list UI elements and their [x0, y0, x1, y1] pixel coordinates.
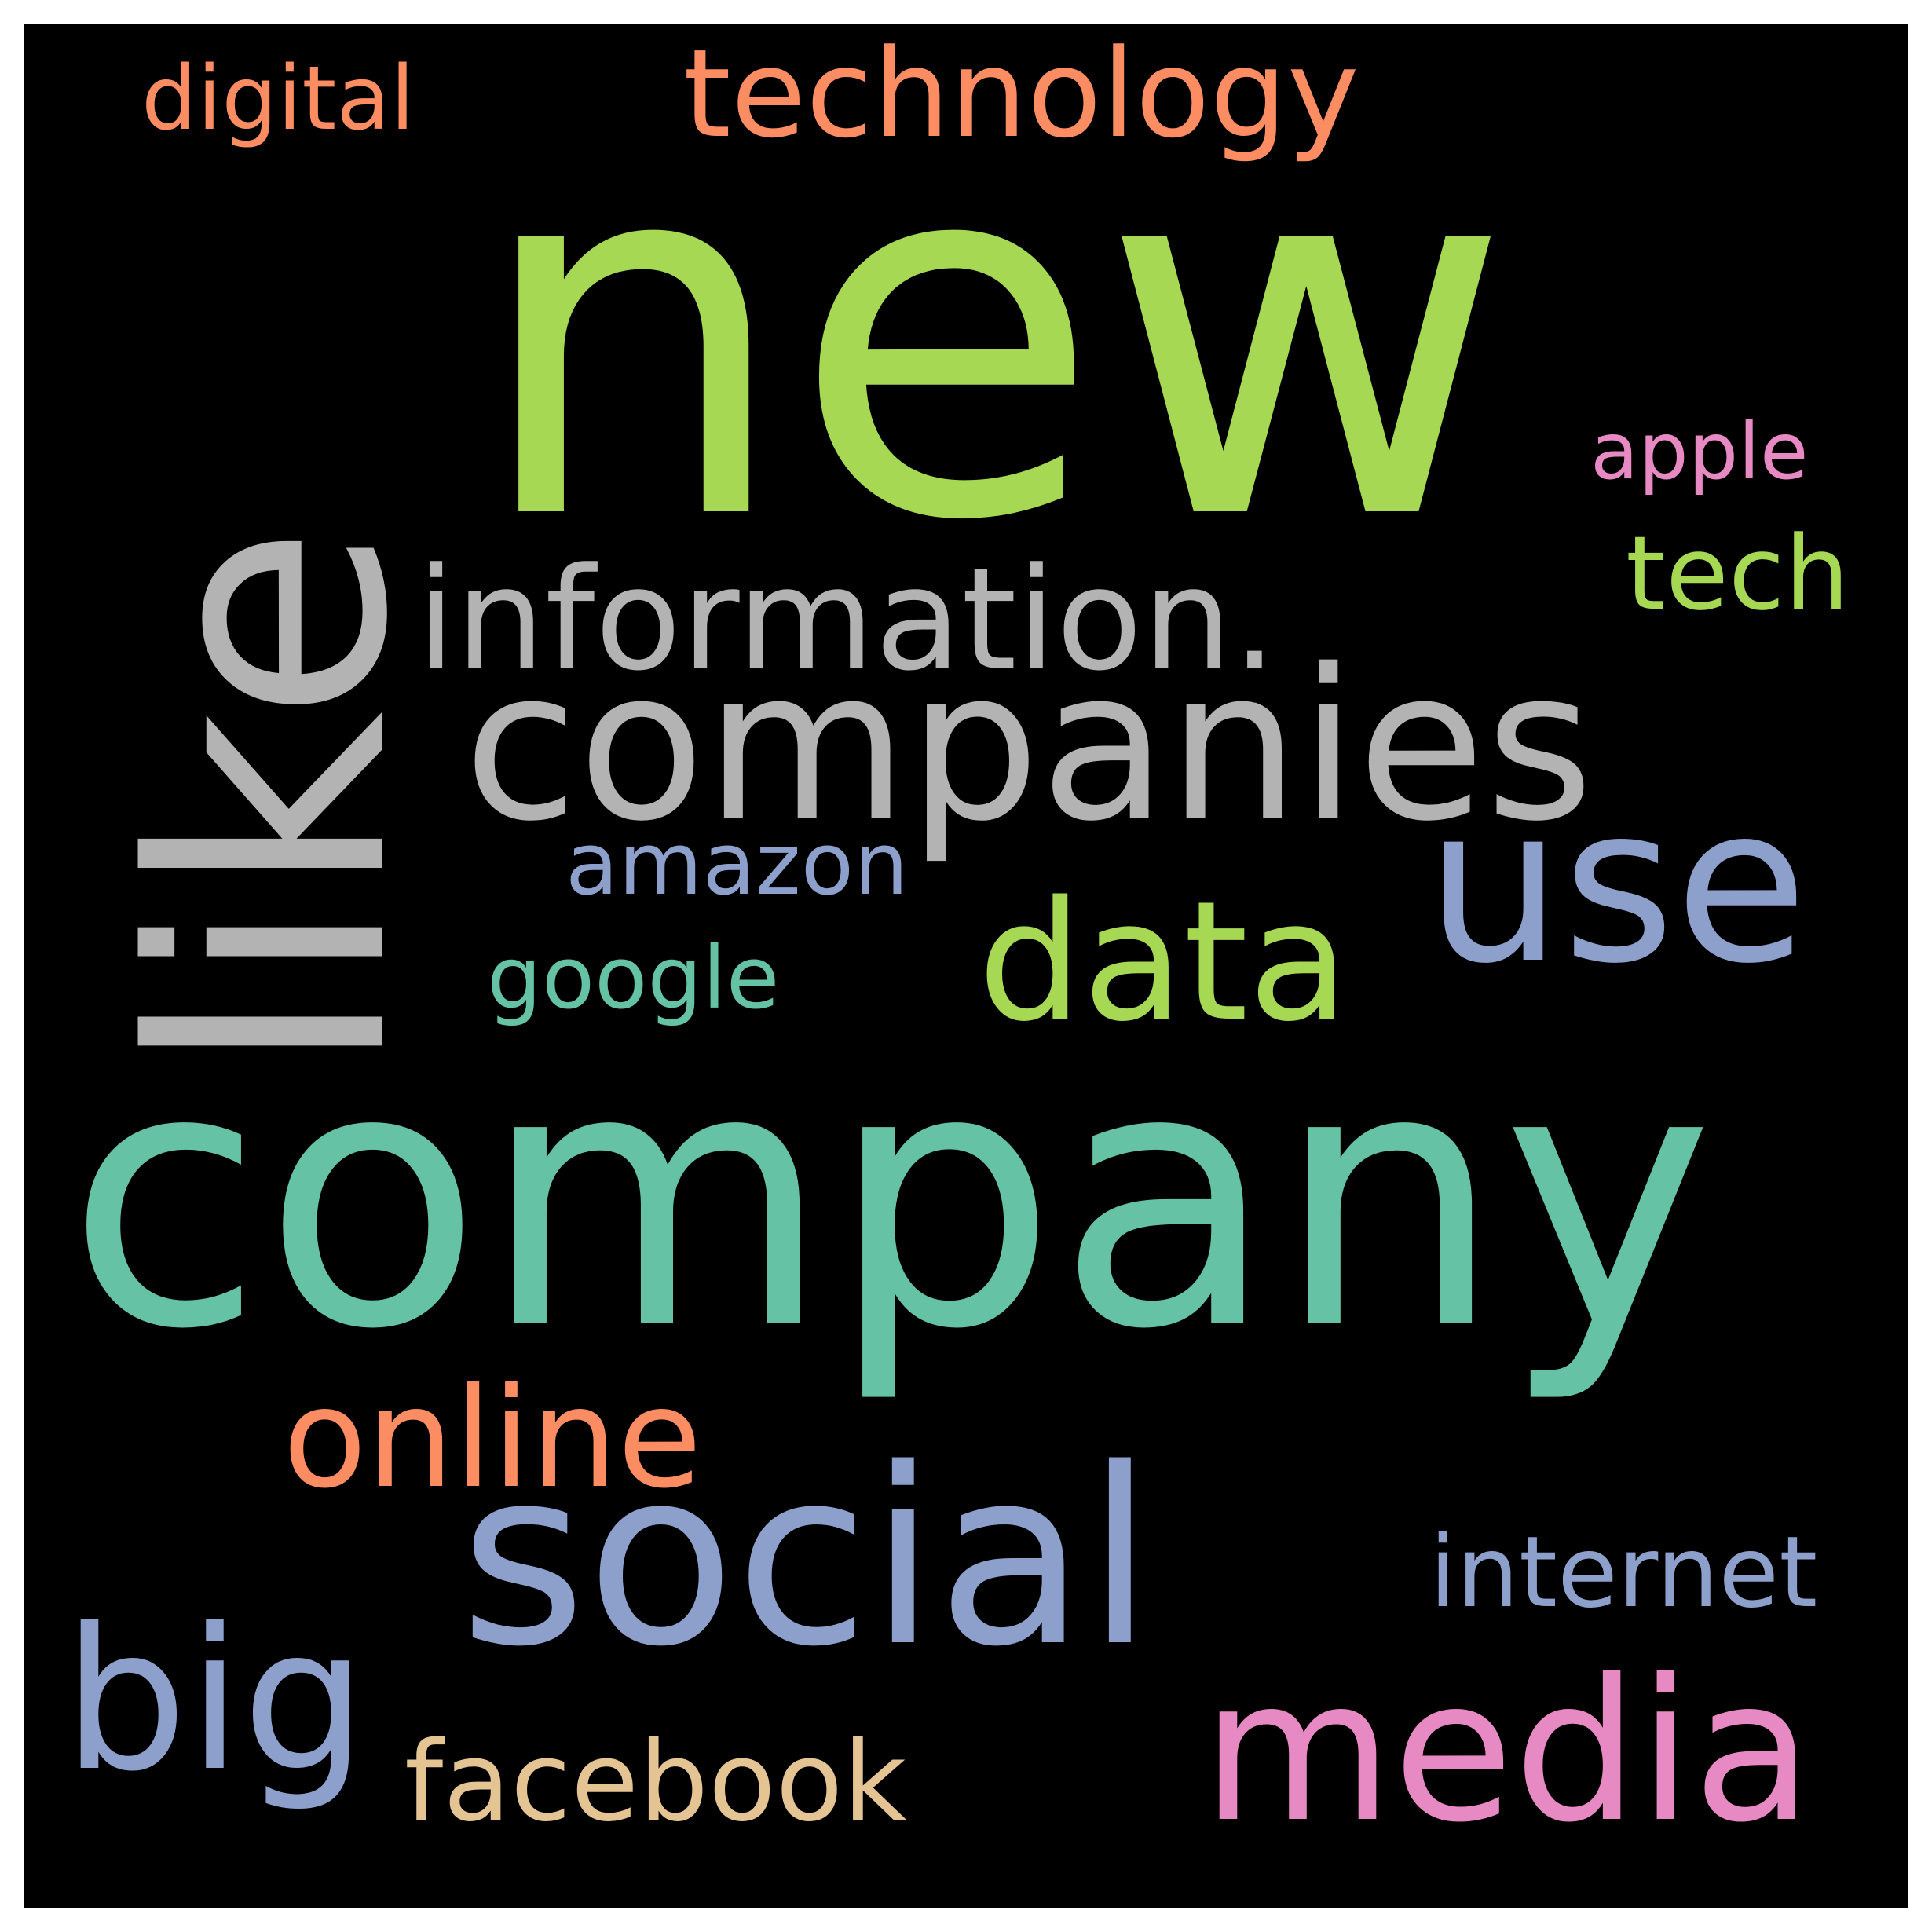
word-media: media — [1202, 1637, 1813, 1865]
word-big: big — [63, 1586, 367, 1814]
word-digital: digital — [141, 48, 415, 150]
word-technology: technology — [683, 24, 1359, 165]
word-cloud-canvas: new like company companies information. … — [24, 24, 1908, 1908]
word-apple: apple — [1590, 405, 1809, 497]
word-online: online — [283, 1359, 702, 1519]
word-tech: tech — [1626, 514, 1850, 633]
word-internet: internet — [1429, 1516, 1818, 1630]
word-company: company — [67, 992, 1714, 1407]
word-facebook: facebook — [404, 1718, 907, 1846]
word-google: google — [487, 928, 780, 1028]
word-amazon: amazon — [565, 814, 909, 914]
word-information: information. — [416, 538, 1278, 702]
word-companies: companies — [463, 625, 1594, 867]
word-new: new — [473, 45, 1512, 630]
word-data: data — [978, 865, 1350, 1058]
word-social: social — [459, 1417, 1154, 1700]
word-use: use — [1425, 759, 1808, 1011]
